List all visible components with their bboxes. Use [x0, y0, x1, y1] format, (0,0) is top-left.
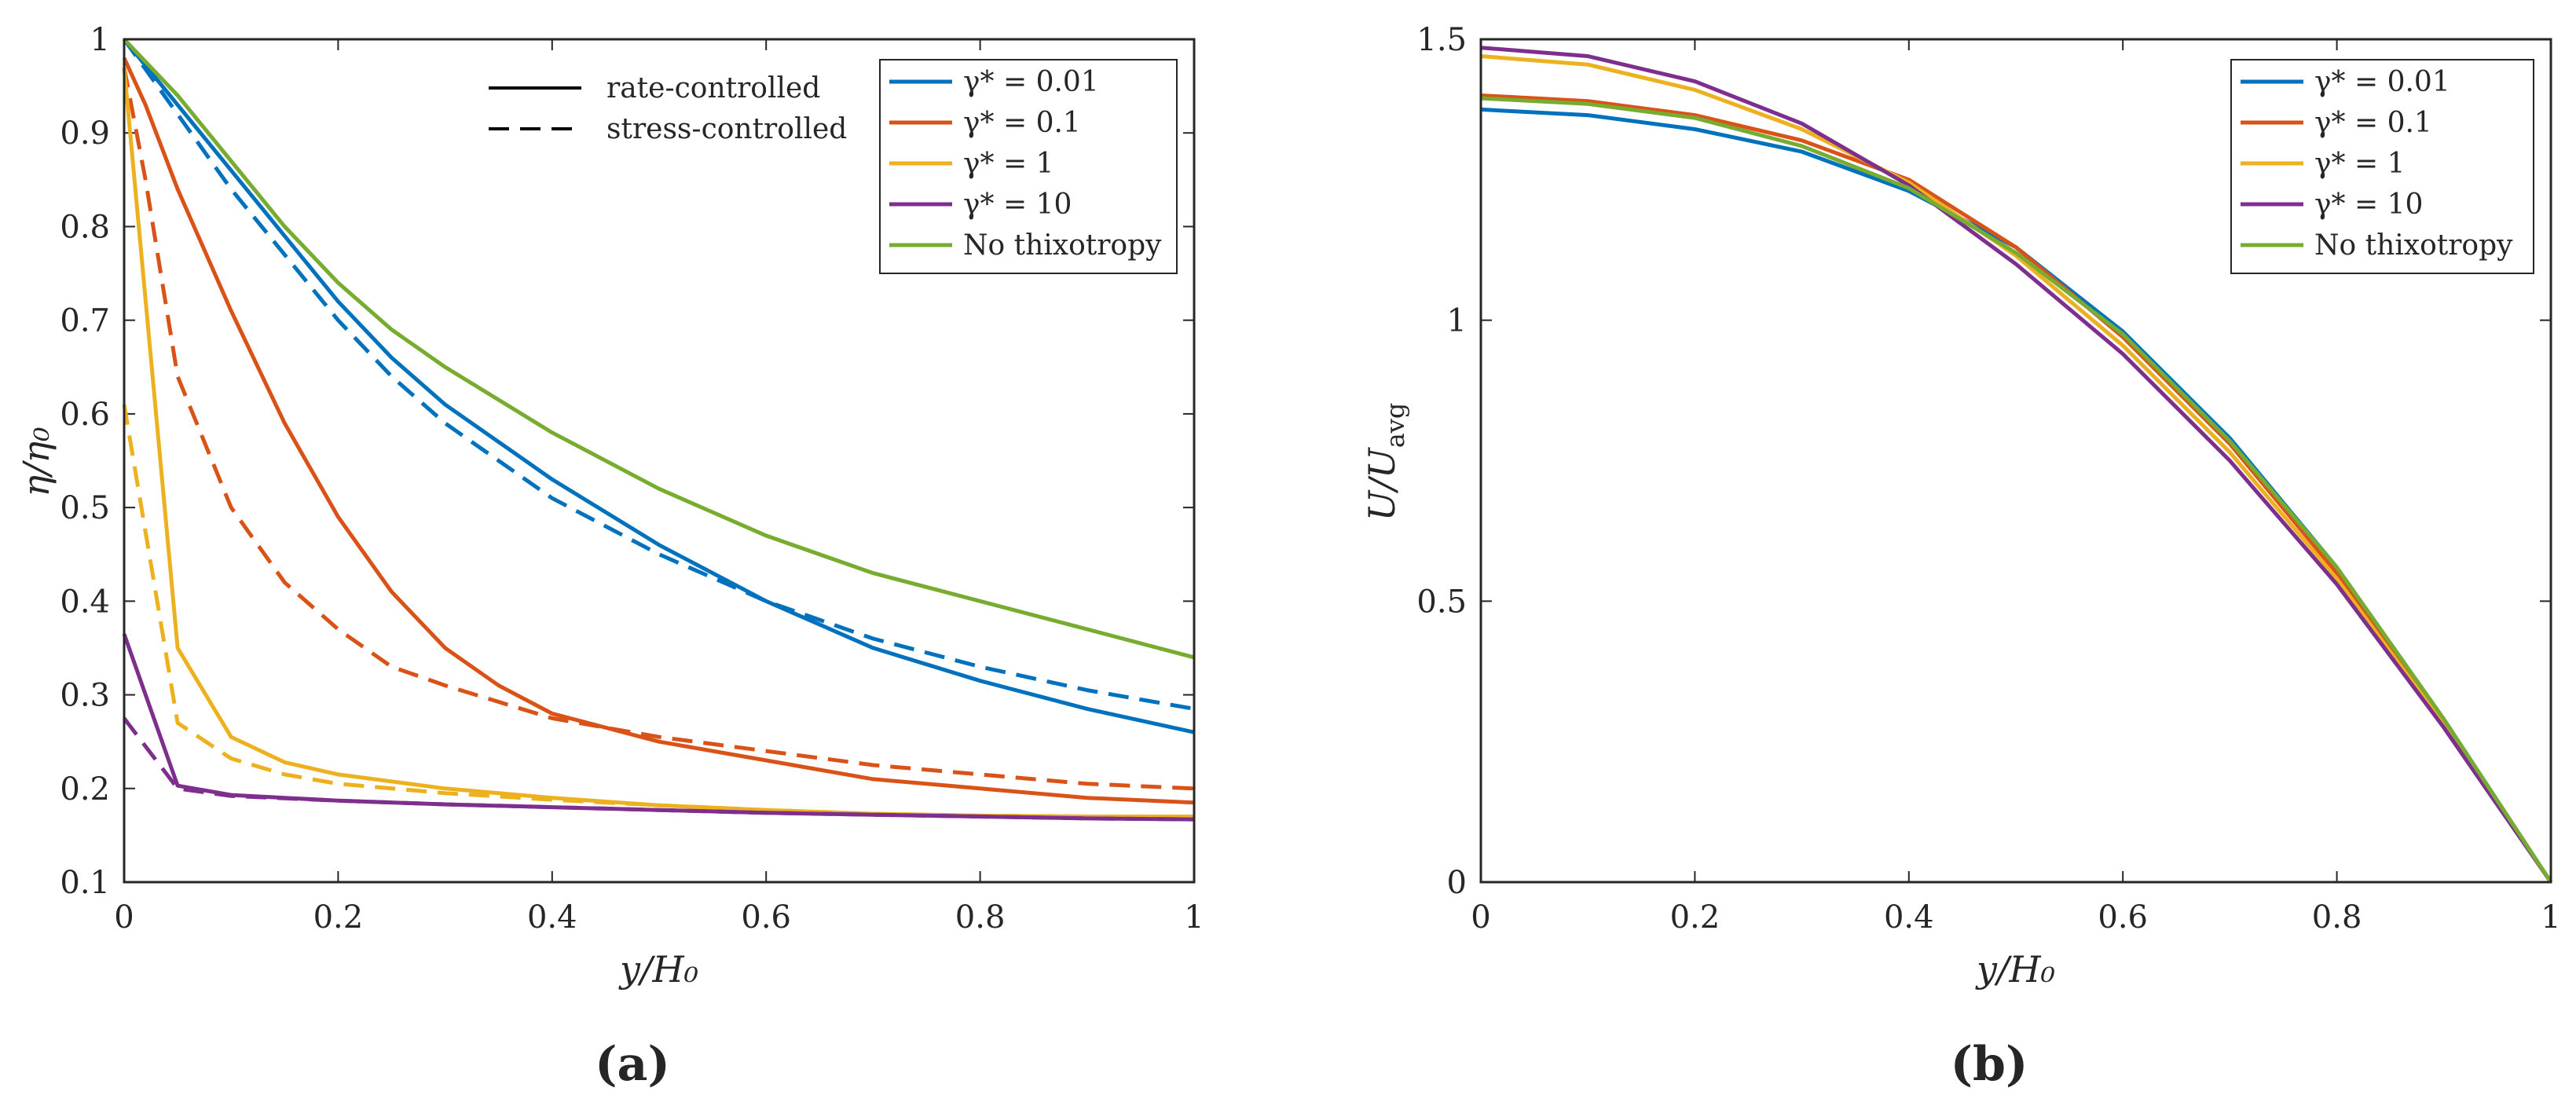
panel-b-y-axis-label: U/Uavg: [1361, 403, 1410, 522]
panel-b-y-tick-label-0: 0: [1447, 865, 1467, 901]
panel-a-series-line-8: [123, 38, 1195, 660]
panel-b-axes-frame: [1479, 38, 2552, 884]
panel-a-x-axis-label: y/H₀: [618, 948, 698, 991]
panel-a-y-tick-label-6: 0.7: [60, 303, 110, 339]
panel-b-y-axis-label-group: U/Uavg: [1361, 403, 1410, 522]
panel-b-x-tick-label-0: 0: [1471, 899, 1490, 936]
panel-a-x-tick-label-3: 0.6: [741, 899, 791, 936]
panel-a-y-tick-label-5: 0.6: [60, 397, 110, 433]
panel-b-series: [1480, 46, 2553, 884]
panel-b-series-line-4: [1480, 96, 2553, 884]
panel-a-x-tick-label-5: 1: [1184, 899, 1204, 936]
panel-b-legend-box: [2230, 59, 2534, 274]
panel-a-y-tick-label-0: 0.1: [60, 865, 110, 901]
panel-a-y-tick-label-8: 0.9: [60, 115, 110, 152]
panel-b-y-tick-label-1: 0.5: [1416, 584, 1467, 620]
panel-a-axes-frame: [123, 38, 1196, 884]
panel-a-y-tick-label-1: 0.2: [60, 771, 110, 808]
panel-b-label: (b): [1951, 1037, 2028, 1092]
panel-a-x-tick-label-0: 0: [114, 899, 134, 936]
style-legend-rate-label: rate-controlled: [606, 72, 820, 104]
panel-b-y-axis-label-main: U/U: [1361, 446, 1403, 521]
panel-a-series-line-1: [122, 38, 1195, 711]
panel-a-ticks: 0 0.2 0.4 0.6 0.8 1 0.1 0.2 0.3 0.4 0.5 0.6 0.7 0.8 0.…: [60, 22, 1204, 936]
panel-b-y-tick-label-2: 1: [1447, 303, 1467, 339]
panel-b-x-tick-label-3: 0.6: [2098, 899, 2148, 936]
panel-a-y-tick-label-3: 0.4: [60, 584, 110, 620]
panel-a-x-tick-label-4: 0.8: [955, 899, 1006, 936]
panel-a-legend: γ* = 0.01 γ* = 0.1 γ* = 1 γ* = 10 No thi…: [879, 59, 1178, 274]
panel-a-y-tick-label-9: 1: [90, 22, 110, 58]
panel-a-series-line-2: [122, 57, 1195, 805]
panel-a-legend-box: [879, 59, 1178, 274]
legend-b-label-1: γ* = 0.1: [2314, 107, 2432, 139]
panel-b-series-line-2: [1480, 54, 2553, 884]
panel-a-series: [122, 38, 1195, 822]
panel-a-y-tick-label-7: 0.8: [60, 209, 110, 245]
legend-a-label-3: γ* = 10: [963, 189, 1072, 221]
panel-b-x-tick-label-4: 0.8: [2312, 899, 2362, 936]
panel-a-label: (a): [595, 1037, 670, 1092]
panel-a-x-tick-label-2: 0.4: [527, 899, 577, 936]
legend-a-label-2: γ* = 1: [963, 148, 1053, 180]
legend-a-label-0: γ* = 0.01: [963, 66, 1099, 98]
panel-b-x-tick-label-2: 0.4: [1884, 899, 1934, 936]
panel-a-y-tick-label-4: 0.5: [60, 490, 110, 526]
panel-b-x-axis-label: y/H₀: [1975, 948, 2055, 991]
panel-a-x-tick-label-1: 0.2: [313, 899, 364, 936]
panel-b-x-tick-label-5: 1: [2541, 899, 2560, 936]
legend-b-label-0: γ* = 0.01: [2314, 66, 2450, 98]
panel-b-legend: γ* = 0.01 γ* = 0.1 γ* = 1 γ* = 10 No thi…: [2230, 59, 2534, 274]
panel-a-series-line-0: [123, 38, 1195, 734]
panel-a-y-tick-label-2: 0.3: [60, 678, 110, 714]
panel-a-series-line-7: [123, 716, 1195, 822]
panel-a-style-legend: rate-controlled stress-controlled: [489, 72, 847, 145]
panel-a-series-line-3: [122, 67, 1195, 791]
panel-b-y-tick-label-3: 1.5: [1416, 22, 1467, 58]
panel-b-y-axis-label-subscript: avg: [1380, 403, 1410, 449]
panel-b-ticks: 0 0.2 0.4 0.6 0.8 1 0 0.5 1 1.5: [1416, 22, 2560, 936]
panel-b-x-tick-label-1: 0.2: [1670, 899, 1720, 936]
legend-a-label-1: γ* = 0.1: [963, 107, 1081, 139]
legend-b-label-2: γ* = 1: [2314, 148, 2405, 180]
legend-b-label-3: γ* = 10: [2314, 189, 2423, 221]
panel-a: 0 0.2 0.4 0.6 0.8 1 0.1 0.2 0.3 0.4 0.5 0.6 0.7 0.8 0.…: [15, 22, 1204, 1092]
panel-a-y-axis-label: η/η₀: [15, 427, 57, 496]
style-legend-stress-label: stress-controlled: [606, 113, 847, 145]
legend-b-label-4: No thixotropy: [2314, 229, 2513, 262]
panel-b: 0 0.2 0.4 0.6 0.8 1 0 0.5 1 1.5 γ* = 0.01 γ* = 0.…: [1361, 22, 2561, 1092]
panel-b-series-line-3: [1480, 46, 2553, 884]
legend-a-label-4: No thixotropy: [963, 229, 1162, 262]
panel-b-series-line-1: [1480, 93, 2553, 884]
